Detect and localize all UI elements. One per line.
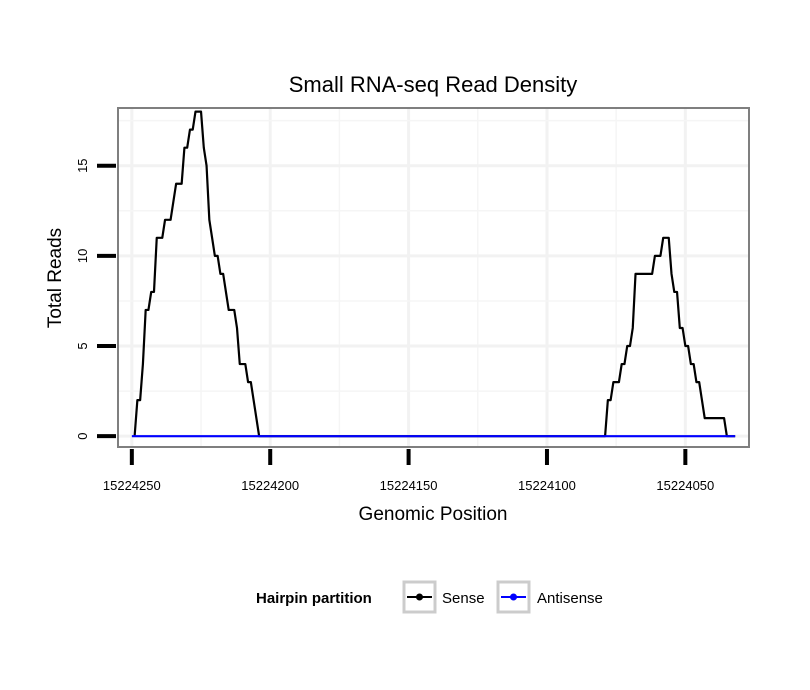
x-axis: 15224250 15224200 15224150 15224100 15224050 [103,449,714,493]
x-axis-label: Genomic Position [359,504,508,525]
y-tick-label-2: 10 [75,249,90,263]
y-axis-label: Total Reads [45,228,66,328]
legend-label-sense: Sense [442,590,485,607]
plot-background [118,108,749,447]
legend-key-antisense-point [510,593,517,601]
legend-key-sense-point [416,593,423,601]
series-layer [131,110,736,438]
plot-area [117,107,750,448]
chart-title: Small RNA-seq Read Density [289,72,578,97]
plot-border [117,107,750,448]
legend-label-antisense: Antisense [537,590,603,607]
legend: Hairpin partition Sense Antisense [256,580,603,614]
x-tick-label-2: 15224150 [380,478,438,493]
x-tick-label-0: 15224250 [103,478,161,493]
legend-title: Hairpin partition [256,590,372,607]
x-tick-label-1: 15224200 [241,478,299,493]
x-tick-label-4: 15224050 [656,478,714,493]
y-tick-label-0: 0 [75,433,90,440]
y-axis: 0 5 10 15 [75,158,116,440]
y-tick-label-3: 15 [75,158,90,172]
x-tick-label-3: 15224100 [518,478,576,493]
y-tick-label-1: 5 [75,342,90,349]
